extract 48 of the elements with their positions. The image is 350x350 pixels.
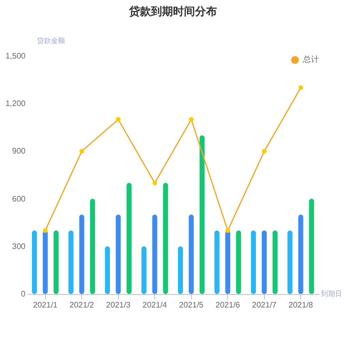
x-tick-label: 2021/8 xyxy=(288,300,314,310)
bar xyxy=(42,230,48,294)
chart-title: 贷款到期时间分布 xyxy=(128,5,217,18)
point xyxy=(42,228,48,233)
point xyxy=(262,148,267,154)
x-tick-label: 2021/1 xyxy=(33,300,58,310)
bar xyxy=(116,214,121,294)
bar xyxy=(225,230,230,294)
point xyxy=(225,228,230,233)
bar xyxy=(90,198,96,294)
y-tick-label: 900 xyxy=(12,146,26,156)
bar xyxy=(250,230,256,294)
x-tick-label: 2021/4 xyxy=(142,300,168,310)
bar xyxy=(178,246,183,294)
bar xyxy=(214,230,220,294)
bar xyxy=(272,230,278,294)
legend-label: 总计 xyxy=(302,55,319,64)
bar xyxy=(163,182,168,294)
point xyxy=(152,180,158,186)
point xyxy=(188,117,194,122)
bar xyxy=(236,230,242,294)
bar xyxy=(262,230,267,294)
point xyxy=(298,85,304,90)
bar xyxy=(54,230,59,294)
bar xyxy=(287,230,292,294)
y-tick-label: 600 xyxy=(12,194,26,204)
x-tick-label: 2021/3 xyxy=(106,300,132,310)
point xyxy=(116,117,121,122)
bar xyxy=(32,230,37,294)
x-tick-label: 2021/5 xyxy=(179,300,204,310)
bar xyxy=(152,214,158,294)
bar xyxy=(68,230,74,294)
point xyxy=(79,148,84,154)
bar xyxy=(126,182,132,294)
y-tick-label: 300 xyxy=(12,242,26,251)
x-tick-label: 2021/6 xyxy=(216,300,241,310)
y-tick-label: 1,500 xyxy=(5,52,26,60)
y-tick-label: 0 xyxy=(21,290,26,298)
bar xyxy=(141,246,146,294)
y-tick-label: 1,200 xyxy=(5,99,26,108)
bar xyxy=(309,198,314,294)
bar xyxy=(200,135,205,294)
x-tick-label: 2021/7 xyxy=(252,300,278,310)
bar xyxy=(104,246,110,294)
bar xyxy=(188,214,194,294)
bar xyxy=(79,214,84,294)
x-tick-label: 2021/2 xyxy=(70,300,95,310)
bar xyxy=(298,214,304,294)
